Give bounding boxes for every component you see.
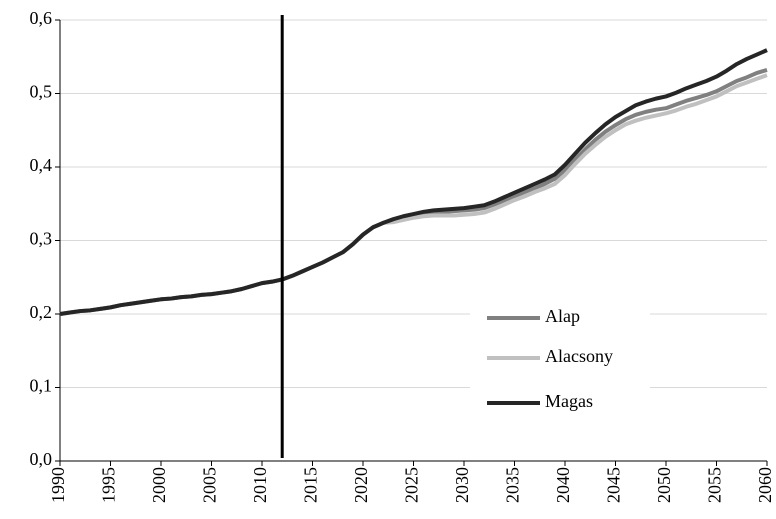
x-tick-label: 2055 [705,467,725,503]
x-tick-label: 2020 [351,467,371,503]
x-tick-label: 2015 [301,467,321,503]
x-tick-label: 2060 [755,467,775,503]
y-tick-label: 0,1 [30,376,53,396]
y-tick-label: 0,4 [30,155,53,175]
y-tick-label: 0,3 [30,229,53,249]
x-tick-label: 2005 [200,467,220,503]
x-tick-label: 2000 [149,467,169,503]
y-tick-label: 0,0 [30,449,53,469]
y-tick-label: 0,6 [30,8,53,28]
x-tick-label: 2045 [604,467,624,503]
legend: Alap Alacsony Magas [470,296,650,426]
x-tick-label: 1995 [99,467,119,503]
x-tick-label: 2010 [250,467,270,503]
x-tick-label: 2050 [654,467,674,503]
x-tick-label: 2035 [503,467,523,503]
series-line [59,68,768,316]
legend-label: Alap [545,306,580,326]
series-line [59,48,768,316]
legend-label: Alacsony [545,346,613,366]
x-tick-label: 2025 [402,467,422,503]
legend-label: Magas [545,391,593,411]
y-tick-label: 0,5 [30,82,53,102]
y-tick-label: 0,2 [30,302,53,322]
x-tick-label: 2040 [553,467,573,503]
x-tick-label: 1990 [48,467,68,503]
x-tick-label: 2030 [452,467,472,503]
